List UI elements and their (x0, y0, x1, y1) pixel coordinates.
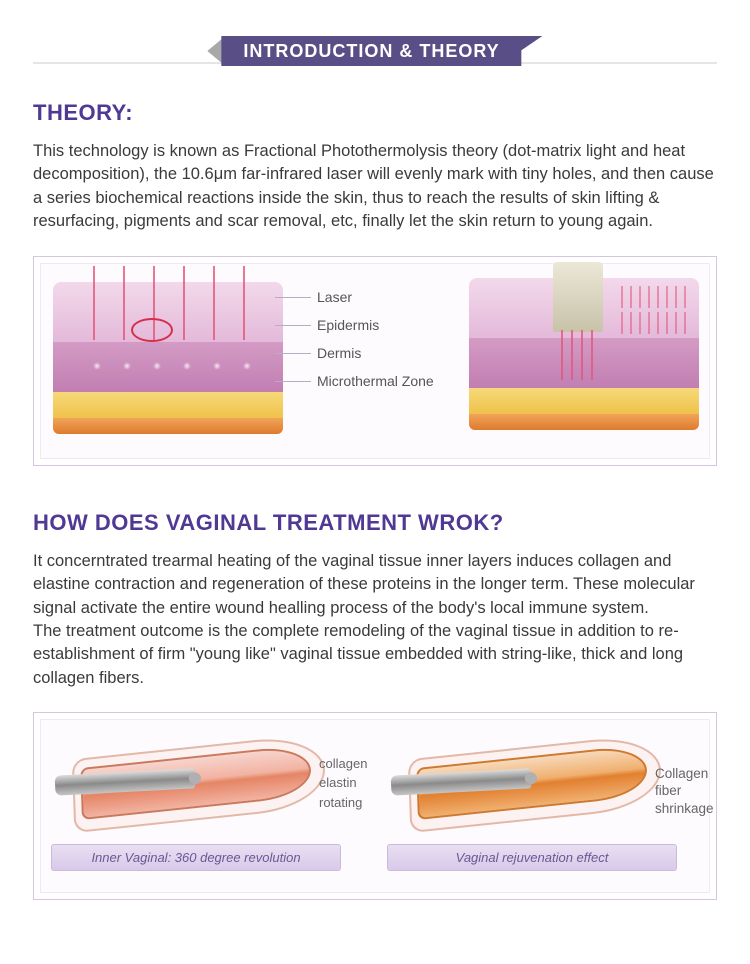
treatment-body: It concerntrated trearmal heating of the… (33, 550, 717, 691)
skin-diagram: Laser Epidermis Dermis Microthermal Zone (40, 263, 710, 459)
vaginal-panel-left: collagen elastin rotating Inner Vaginal:… (51, 732, 361, 871)
skin-cross-section-left (53, 282, 283, 434)
tissue-illustration: collagen elastin rotating (51, 732, 361, 842)
layer-labels: Laser Epidermis Dermis Microthermal Zone (317, 290, 477, 402)
section-banner: INTRODUCTION & THEORY (33, 0, 717, 70)
ribbon: INTRODUCTION & THEORY (207, 36, 542, 66)
dot-matrix-icon (621, 286, 689, 334)
theory-body: This technology is known as Fractional P… (33, 140, 717, 234)
fat-layer (469, 388, 699, 414)
label-mtz: Microthermal Zone (317, 374, 477, 388)
laser-beam-icon (581, 330, 583, 380)
right-panel-caption: Vaginal rejuvenation effect (387, 844, 677, 871)
vaginal-panel-right: Collagen fiber shrinkage Vaginal rejuven… (387, 732, 697, 871)
label-collagen-fiber: Collagen fiber (655, 766, 735, 800)
laser-beam-icon (561, 330, 563, 380)
vaginal-diagram: collagen elastin rotating Inner Vaginal:… (40, 719, 710, 893)
ribbon-tail-right (521, 36, 543, 66)
label-shrinkage: shrinkage (655, 801, 735, 818)
tissue-illustration: Collagen fiber shrinkage (387, 732, 697, 842)
laser-beam-icon (123, 266, 125, 340)
label-laser: Laser (317, 290, 477, 304)
epidermis-layer (53, 282, 283, 342)
right-panel-labels: Collagen fiber shrinkage (655, 766, 735, 819)
laser-beam-icon (93, 266, 95, 340)
label-dermis: Dermis (317, 346, 477, 360)
laser-head-icon (553, 262, 603, 332)
laser-beam-icon (571, 330, 573, 380)
dermis-layer (469, 338, 699, 388)
fat-layer (53, 392, 283, 418)
laser-beam-icon (591, 330, 593, 380)
laser-beam-icon (183, 266, 185, 340)
laser-beam-icon (213, 266, 215, 340)
label-epidermis: Epidermis (317, 318, 477, 332)
ribbon-title: INTRODUCTION & THEORY (221, 36, 521, 66)
theory-heading: THEORY: (33, 100, 717, 126)
left-panel-caption: Inner Vaginal: 360 degree revolution (51, 844, 341, 871)
muscle-layer (469, 414, 699, 430)
muscle-layer (53, 418, 283, 434)
target-ring-icon (131, 318, 173, 342)
laser-beam-icon (243, 266, 245, 340)
skin-diagram-frame: Laser Epidermis Dermis Microthermal Zone (33, 256, 717, 466)
vaginal-diagram-frame: collagen elastin rotating Inner Vaginal:… (33, 712, 717, 900)
treatment-heading: HOW DOES VAGINAL TREATMENT WROK? (33, 510, 717, 536)
